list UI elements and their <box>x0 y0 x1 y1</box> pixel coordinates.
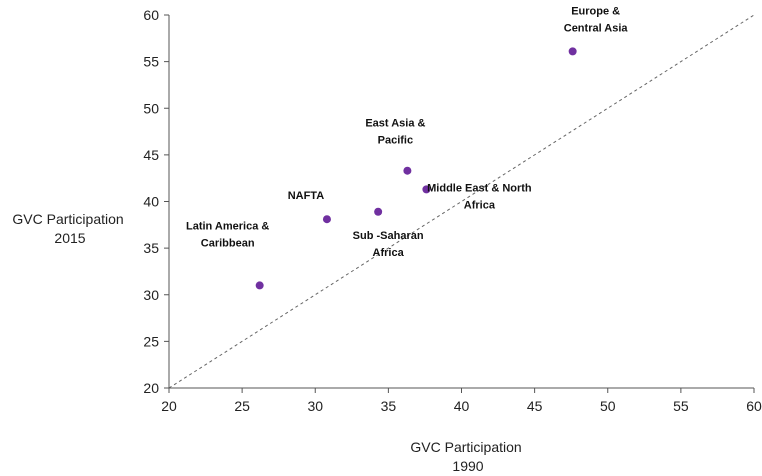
data-point <box>568 47 577 56</box>
data-point <box>255 281 264 290</box>
y-tick-label: 55 <box>143 54 159 70</box>
data-point-label: East Asia & Pacific <box>365 118 425 147</box>
x-axis-title: GVC Participation 1990 <box>410 439 525 474</box>
y-axis-title-line1: GVC Participation <box>12 211 123 227</box>
data-point-label: NAFTA <box>288 190 325 202</box>
x-tick-label: 30 <box>307 398 323 414</box>
x-tick-label: 35 <box>381 398 397 414</box>
data-point <box>422 185 431 194</box>
y-tick-label: 20 <box>143 380 159 396</box>
x-tick-label: 25 <box>234 398 250 414</box>
data-point <box>374 207 383 216</box>
data-point-label: Latin America & Caribbean <box>186 220 269 249</box>
y-axis-title: GVC Participation 2015 <box>12 211 127 246</box>
data-point <box>322 215 331 224</box>
x-tick-label: 60 <box>746 398 762 414</box>
y-tick-label: 25 <box>143 333 159 349</box>
x-axis-title-line1: GVC Participation <box>410 439 521 455</box>
y-tick-label: 30 <box>143 287 159 303</box>
x-tick-label: 50 <box>600 398 616 414</box>
data-point-label: Sub -Saharan Africa <box>353 230 424 259</box>
y-tick-label: 35 <box>143 240 159 256</box>
reference-line-45deg <box>168 14 755 389</box>
x-axis-title-line2: 1990 <box>452 458 483 474</box>
y-tick-label: 50 <box>143 100 159 116</box>
x-tick-label: 55 <box>673 398 689 414</box>
y-axis-title-line2: 2015 <box>54 230 85 246</box>
data-point <box>403 166 412 175</box>
x-tick-label: 40 <box>454 398 470 414</box>
x-tick-label: 20 <box>161 398 177 414</box>
y-tick-label: 60 <box>143 7 159 23</box>
y-tick-label: 40 <box>143 194 159 210</box>
y-tick-label: 45 <box>143 147 159 163</box>
data-point-label: Middle East & North Africa <box>427 182 532 211</box>
data-point-label: Europe & Central Asia <box>564 5 629 34</box>
x-tick-label: 45 <box>527 398 543 414</box>
